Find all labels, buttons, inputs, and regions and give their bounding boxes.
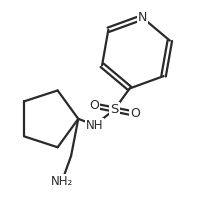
Text: NH₂: NH₂ bbox=[51, 175, 73, 188]
Text: NH: NH bbox=[86, 119, 103, 132]
Text: S: S bbox=[110, 103, 118, 116]
Text: O: O bbox=[130, 107, 140, 120]
Text: N: N bbox=[138, 11, 147, 24]
Text: O: O bbox=[89, 99, 99, 112]
